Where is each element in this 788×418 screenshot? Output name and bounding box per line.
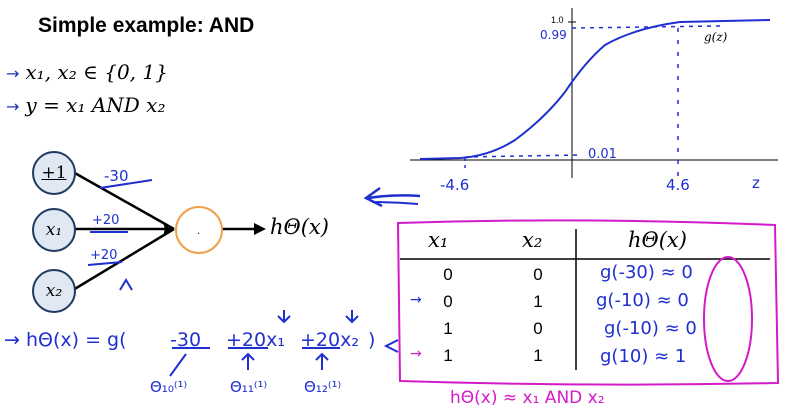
output-hypothesis: hΘ(x) [270,215,329,239]
equation-term-x2: +20x₂ [300,329,359,351]
bullet-inputs: → x₁, x₂ ∈ {0, 1} [6,60,168,84]
equation-term-bias: -30 [170,329,202,351]
bullet-inputs-text: x₁, x₂ ∈ {0, 1} [25,60,168,84]
sigmoid-annot-high: 0.99 [540,28,567,42]
sigmoid-curve-label: g(z) [704,30,728,44]
weight-x2: +20 [90,248,118,263]
input-unit-x1: x₁ [32,208,76,252]
theta-bias-label: Θ₁₀⁽¹⁾ [150,378,188,396]
table-row4-x2: 1 [533,346,543,365]
sigmoid-plot [410,8,778,178]
table-row1-x1: 0 [443,265,453,284]
table-row4-h: g(10) ≈ 1 [600,346,687,367]
table-row3-x1: 1 [443,319,453,338]
row2-arrow-icon: → [410,292,422,308]
input-unit-x2: x₂ [32,269,76,313]
theta-x2-label: Θ₁₂⁽¹⁾ [304,378,342,396]
equation-close-paren: ) [368,329,376,351]
equation-lhs-text: hΘ(x) = g( [25,329,127,351]
table-row3-x2: 0 [533,319,543,338]
sigmoid-xtick-neg: -4.6 [440,176,470,194]
table-row1-x2: 0 [533,265,543,284]
sigmoid-ytick-top: 1.0 [551,15,564,25]
slide-title: Simple example: AND [38,14,255,37]
input-x1-label: x₁ [45,220,63,240]
equation-marks [169,310,399,377]
equation-lhs: → hΘ(x) = g( [4,329,127,351]
weight-x1: +20 [92,213,120,228]
table-row2-x2: 1 [533,292,543,311]
weight-bias: -30 [104,167,129,185]
equation-term-x1: +20x₁ [226,329,285,351]
table-header-x1: x₁ [428,228,449,252]
table-row2-x1: 0 [443,292,453,311]
sigmoid-annot-low: 0.01 [588,147,617,162]
output-unit: . [175,206,223,254]
table-caption: hΘ(x) ≈ x₁ AND x₂ [450,388,605,408]
row4-arrow-icon: → [410,346,422,362]
input-x2-label: x₂ [45,281,63,301]
sigmoid-xaxis-label: z [752,174,760,192]
theta-x1-label: Θ₁₁⁽¹⁾ [230,378,268,396]
table-row4-x1: 1 [443,346,453,365]
sigmoid-xtick-pos: 4.6 [666,176,690,194]
bias-unit: +1 [32,151,76,195]
bias-label: +1 [41,163,67,183]
bullet-output-text: y = x₁ AND x₂ [25,93,166,117]
table-row2-h: g(-10) ≈ 0 [596,290,689,311]
table-header-x2: x₂ [522,228,543,252]
handwritten-arrow-icon: → [6,97,20,116]
table-header-h: hΘ(x) [628,228,687,252]
handwritten-arrow-icon: → [6,64,20,83]
table-row1-h: g(-30) ≈ 0 [600,262,693,283]
truth-table-frame [396,219,780,386]
table-row3-h: g(-10) ≈ 0 [604,318,697,339]
bullet-output: → y = x₁ AND x₂ [6,93,165,117]
equation-arrow-icon: → [4,329,26,351]
